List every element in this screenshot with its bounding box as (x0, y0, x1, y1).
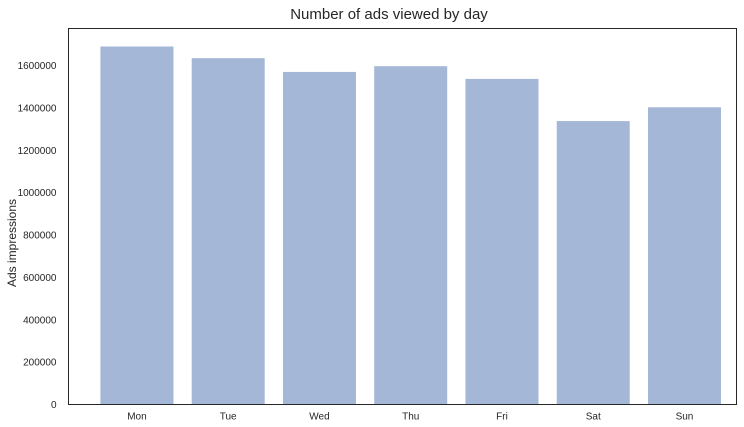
x-tick-label: Sat (586, 412, 601, 423)
plot-frame (68, 28, 737, 405)
y-tick-label: 600000 (23, 273, 57, 284)
x-tick-label: Sun (676, 412, 694, 423)
bar-fri (465, 78, 539, 405)
y-axis-label: Ads impressions (5, 199, 19, 287)
y-tick-label: 0 (51, 400, 57, 411)
chart-title: Number of ads viewed by day (290, 6, 488, 23)
x-tick-label: Fri (496, 412, 508, 423)
y-ticks-group: 0 200000 400000 600000 800000 1000000 1200000 1… (18, 61, 57, 411)
bars-group (100, 46, 721, 405)
bar-mon (100, 46, 174, 405)
x-tick-label: Mon (127, 412, 146, 423)
bar-tue (191, 58, 265, 405)
x-tick-label: Wed (309, 412, 329, 423)
y-tick-label: 200000 (23, 358, 57, 369)
y-tick-label: 1400000 (18, 103, 57, 114)
bar-wed (282, 71, 356, 405)
bar-sat (556, 121, 630, 405)
bar-thu (374, 66, 448, 405)
x-ticks-group: Mon Tue Wed Thu Fri Sat Sun (127, 412, 693, 423)
bar-sun (647, 107, 721, 405)
y-tick-label: 800000 (23, 231, 57, 242)
y-tick-label: 1600000 (18, 61, 57, 72)
x-tick-label: Tue (220, 412, 237, 423)
y-tick-label: 1000000 (18, 188, 57, 199)
x-tick-label: Thu (402, 412, 419, 423)
y-tick-label: 400000 (23, 315, 57, 326)
y-tick-label: 1200000 (18, 146, 57, 157)
